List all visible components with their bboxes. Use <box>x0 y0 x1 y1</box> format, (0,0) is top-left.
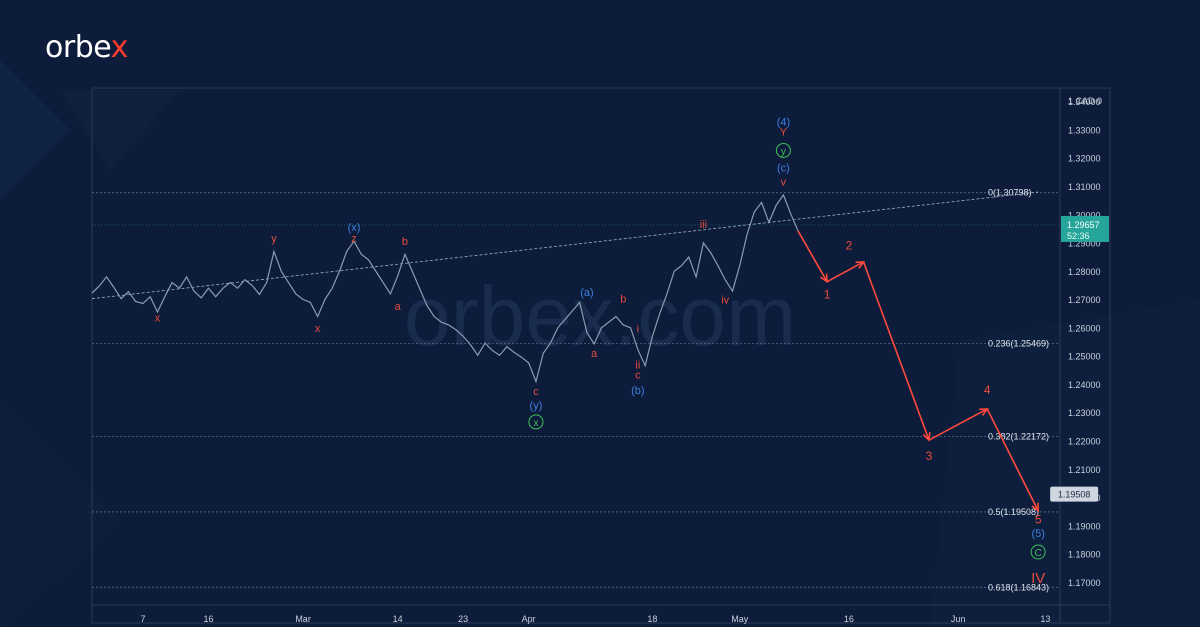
y-tick-label: 1.18000 <box>1068 550 1101 560</box>
wave-label: (y) <box>530 400 543 412</box>
wave-label: iii <box>700 219 707 231</box>
wave-label: 2 <box>846 239 853 253</box>
wave-label: Y <box>780 127 788 139</box>
x-tick-label: 18 <box>647 614 657 624</box>
wave-label: (x) <box>348 222 361 234</box>
y-tick-label: 1.26000 <box>1068 323 1101 333</box>
wave-label: y <box>271 233 277 245</box>
x-tick-label: Jun <box>951 614 966 624</box>
projection-arrowhead <box>1031 502 1039 513</box>
current-price-badge <box>1061 215 1109 242</box>
y-tick-label: 1.29000 <box>1068 239 1101 249</box>
wave-label: C <box>1035 548 1042 559</box>
x-tick-label: 13 <box>1040 614 1050 624</box>
y-tick-label: 1.33000 <box>1068 125 1101 135</box>
wave-label: b <box>402 236 408 248</box>
x-tick-label: Mar <box>295 614 311 624</box>
y-tick-label: 1.23000 <box>1068 408 1101 418</box>
y-tick-label: 1.34000 <box>1068 97 1101 107</box>
wave-label: a <box>591 348 598 360</box>
x-tick-label: Apr <box>522 614 536 624</box>
projection-arrow <box>862 261 930 441</box>
projection-arrow <box>797 230 828 283</box>
target-price-value: 1.19508 <box>1058 490 1091 500</box>
wave-label: IV <box>1031 570 1045 587</box>
wave-label-circle <box>775 142 791 158</box>
fib-level-label: 0.236(1.25469) <box>988 338 1049 348</box>
x-tick-label: 16 <box>844 614 854 624</box>
y-tick-label: 1.28000 <box>1068 267 1101 277</box>
wave-label-circle <box>1030 544 1046 560</box>
x-tick-label: May <box>731 614 749 624</box>
projection-arrow <box>826 261 864 283</box>
y-tick-label: 1.17000 <box>1068 578 1101 588</box>
x-tick-label: 16 <box>203 614 213 624</box>
fib-level-label: 0.382(1.22172) <box>988 432 1049 442</box>
wave-label: i <box>637 324 639 336</box>
wave-label: 4 <box>984 383 991 397</box>
y-tick-label: 1.21000 <box>1068 465 1101 475</box>
watermark-text: orbex.com <box>404 269 796 363</box>
x-tick-label: 7 <box>140 614 145 624</box>
wave-label: z <box>351 233 357 245</box>
wave-label: y <box>781 146 786 157</box>
wave-label: b <box>620 293 626 305</box>
y-tick-label: 1.24000 <box>1068 380 1101 390</box>
wave-label: 1 <box>824 288 831 302</box>
wave-label: (b) <box>631 385 644 397</box>
current-price-value: 1.29657 <box>1067 220 1100 230</box>
y-tick-label: 1.22000 <box>1068 436 1101 446</box>
projection-arrow <box>986 408 1039 512</box>
logo-text: orbe <box>45 30 111 65</box>
y-tick-label: 1.27000 <box>1068 295 1101 305</box>
fib-level-label: 0.5(1.19508) <box>988 507 1039 517</box>
wave-label: 3 <box>926 449 933 463</box>
x-tick-label: 23 <box>458 614 468 624</box>
wave-label: (4) <box>777 116 790 128</box>
y-tick-label: 1.25000 <box>1068 352 1101 362</box>
trend-line <box>91 191 1039 300</box>
y-tick-label: 1.19000 <box>1068 521 1101 531</box>
wave-label: c <box>635 370 641 382</box>
target-price-badge <box>1050 486 1099 502</box>
wave-label: (c) <box>777 162 790 174</box>
y-tick-label: 1.30000 <box>1068 210 1101 220</box>
plot-frame <box>91 87 1111 624</box>
wave-label: ii <box>635 360 640 372</box>
fib-level-label: 0(1.30798) <box>988 188 1032 198</box>
wave-label: (a) <box>580 287 593 299</box>
wave-label: 5 <box>1035 512 1042 526</box>
wave-label: iv <box>721 294 729 306</box>
wave-label: x <box>315 323 321 335</box>
current-price-time: 52:36 <box>1067 231 1090 241</box>
logo-x: x <box>110 30 129 65</box>
wave-label: (5) <box>1031 528 1044 540</box>
wave-label-circle <box>528 414 544 430</box>
y-tick-label: 1.32000 <box>1068 154 1101 164</box>
wave-label: x <box>155 312 161 324</box>
fib-level-label: 0.618(1.16843) <box>988 582 1049 592</box>
wave-label: v <box>781 177 787 189</box>
price-series-line <box>91 193 799 384</box>
wave-label: a <box>395 301 402 313</box>
orbex-logo: orbex <box>45 30 128 65</box>
axis-currency-label: 1 CAD 0 <box>1068 96 1102 106</box>
projection-arrow <box>928 408 988 441</box>
y-tick-label: 1.31000 <box>1068 182 1101 192</box>
x-tick-label: 14 <box>393 614 403 624</box>
wave-label: x <box>533 418 538 429</box>
wave-label: c <box>533 386 539 398</box>
